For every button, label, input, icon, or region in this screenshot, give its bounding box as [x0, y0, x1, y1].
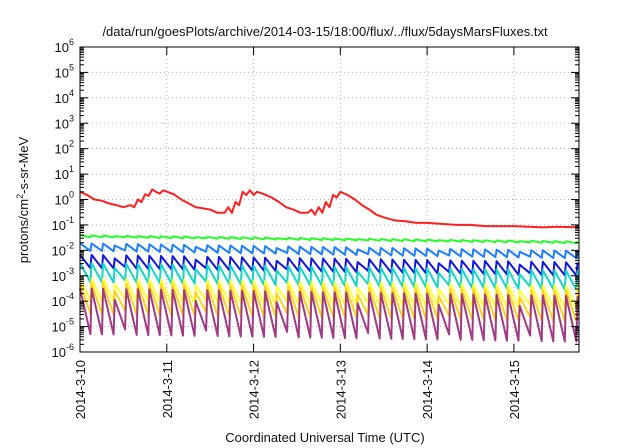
- series-line-8: [79, 287, 579, 343]
- ticks-layer: [79, 46, 579, 353]
- y-tick-label-base: 10: [55, 193, 69, 208]
- y-tick-label-exponent: -4: [66, 291, 74, 301]
- y-tick-label: 10-1: [52, 215, 74, 233]
- y-tick-label-base: 10: [55, 65, 69, 80]
- y-tick-label-exponent: 3: [69, 113, 74, 123]
- series-layer: [79, 188, 580, 343]
- y-tick-label-exponent: 2: [69, 139, 74, 149]
- y-tick-label-exponent: 1: [69, 164, 74, 174]
- y-axis-title-prefix: protons/cm: [16, 199, 31, 263]
- y-tick-label-base: 10: [55, 167, 69, 182]
- y-tick-label-exponent: -2: [66, 240, 74, 250]
- chart-title: /data/run/goesPlots/archive/2014-03-15/1…: [102, 24, 548, 39]
- y-tick-label-exponent: -3: [66, 266, 74, 276]
- y-tick-label-base: 10: [52, 320, 66, 335]
- series-line-3: [79, 242, 579, 260]
- y-tick-label-exponent: 0: [69, 190, 74, 200]
- y-tick-label-base: 10: [55, 142, 69, 157]
- y-tick-label-exponent: -1: [66, 215, 74, 225]
- y-tick-label-exponent: -5: [66, 317, 74, 327]
- y-tick-label-base: 10: [52, 345, 66, 360]
- y-tick-label: 10-5: [52, 317, 74, 335]
- y-axis-title-superscript: 2: [15, 194, 25, 199]
- x-tick-label: 2014-3-14: [420, 360, 435, 419]
- y-tick-label: 106: [55, 37, 74, 55]
- series-line-5: [79, 262, 579, 291]
- series-line-1: [79, 188, 580, 229]
- y-tick-label-exponent: 5: [69, 62, 74, 72]
- y-tick-label-base: 10: [52, 218, 66, 233]
- labels-layer: 10-610-510-410-310-210-11001011021031041…: [52, 37, 522, 419]
- y-tick-label-base: 10: [52, 269, 66, 284]
- y-tick-label-base: 10: [55, 40, 69, 55]
- y-tick-label: 104: [55, 88, 74, 106]
- y-tick-label-base: 10: [55, 91, 69, 106]
- x-tick-label: 2014-3-11: [160, 360, 175, 418]
- y-tick-label-exponent: 4: [69, 88, 74, 98]
- y-axis-title-suffix: -s-sr-MeV: [16, 136, 31, 193]
- y-tick-label-exponent: -6: [66, 342, 74, 352]
- y-tick-label-base: 10: [52, 294, 66, 309]
- y-tick-label: 103: [55, 113, 74, 131]
- series-line-2: [79, 234, 579, 245]
- y-tick-label-exponent: 6: [69, 37, 74, 47]
- y-tick-label: 10-3: [52, 266, 74, 284]
- y-tick-label: 105: [55, 62, 74, 80]
- x-tick-label: 2014-3-13: [333, 360, 348, 419]
- y-tick-label: 100: [55, 190, 74, 208]
- y-tick-label: 10-2: [52, 240, 74, 258]
- y-axis-title: protons/cm2-s-sr-MeV: [15, 136, 31, 263]
- x-tick-label: 2014-3-15: [507, 360, 522, 419]
- y-tick-label: 101: [55, 164, 74, 182]
- x-axis-title: Coordinated Universal Time (UTC): [225, 430, 424, 445]
- y-tick-label: 10-4: [52, 291, 74, 309]
- y-tick-label-base: 10: [55, 116, 69, 131]
- y-tick-label-base: 10: [52, 243, 66, 258]
- x-tick-label: 2014-3-10: [73, 360, 88, 419]
- y-tick-label: 102: [55, 139, 74, 157]
- grid-layer: [80, 47, 579, 352]
- x-tick-label: 2014-3-12: [247, 360, 262, 419]
- y-tick-label: 10-6: [52, 342, 74, 360]
